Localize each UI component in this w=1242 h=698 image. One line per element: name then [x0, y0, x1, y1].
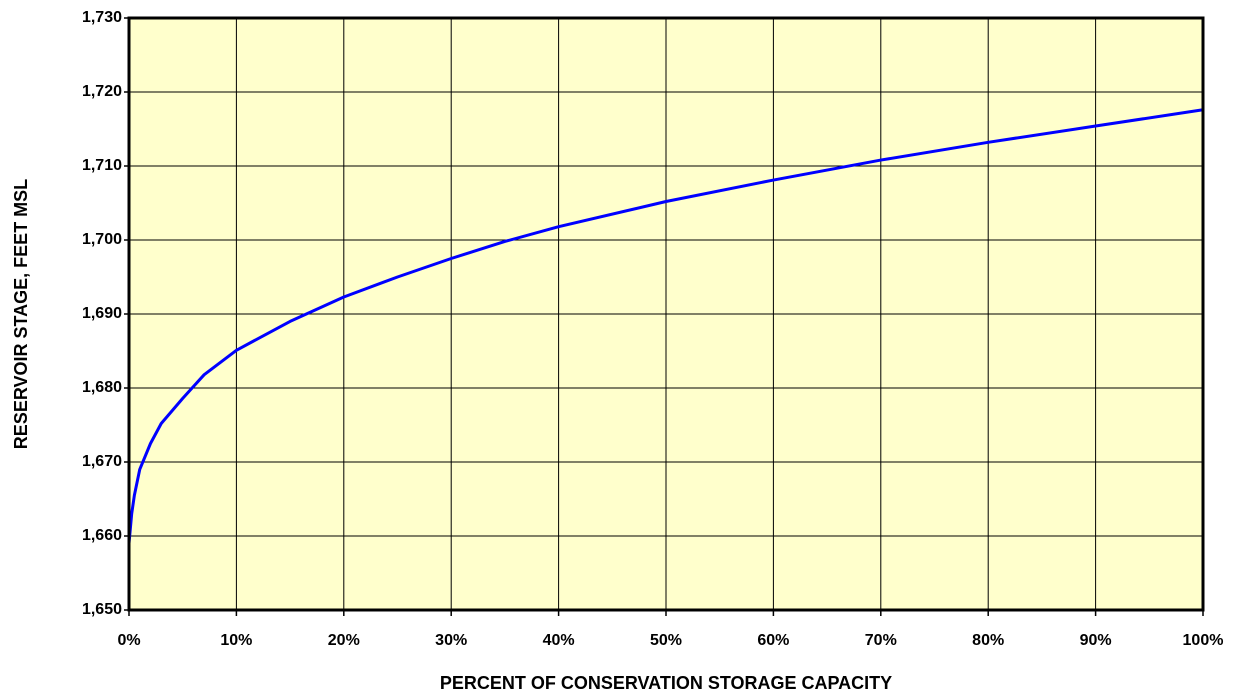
x-tick-label: 70%: [865, 632, 897, 649]
y-tick-label: 1,680: [82, 379, 122, 396]
y-tick-label: 1,710: [82, 157, 122, 174]
x-tick-label: 0%: [117, 632, 140, 649]
x-tick-label: 80%: [972, 632, 1004, 649]
x-tick-label: 100%: [1183, 632, 1224, 649]
y-tick-label: 1,670: [82, 453, 122, 470]
x-tick-label: 20%: [328, 632, 360, 649]
y-tick-label: 1,700: [82, 231, 122, 248]
x-axis-label: PERCENT OF CONSERVATION STORAGE CAPACITY: [440, 673, 892, 693]
y-tick-label: 1,730: [82, 9, 122, 26]
x-tick-label: 40%: [543, 632, 575, 649]
data-line: [127, 108, 1204, 544]
x-tick-label: 30%: [435, 632, 467, 649]
x-tick-label: 60%: [757, 632, 789, 649]
x-tick-label: 50%: [650, 632, 682, 649]
x-tick-label: 90%: [1080, 632, 1112, 649]
y-tick-label: 1,660: [82, 527, 122, 544]
x-tick-label: 10%: [220, 632, 252, 649]
y-tick-label: 1,650: [82, 601, 122, 618]
y-tick-label: 1,690: [82, 305, 122, 322]
y-tick-label: 1,720: [82, 83, 122, 100]
y-axis-label: RESERVOIR STAGE, FEET MSL: [11, 179, 31, 449]
